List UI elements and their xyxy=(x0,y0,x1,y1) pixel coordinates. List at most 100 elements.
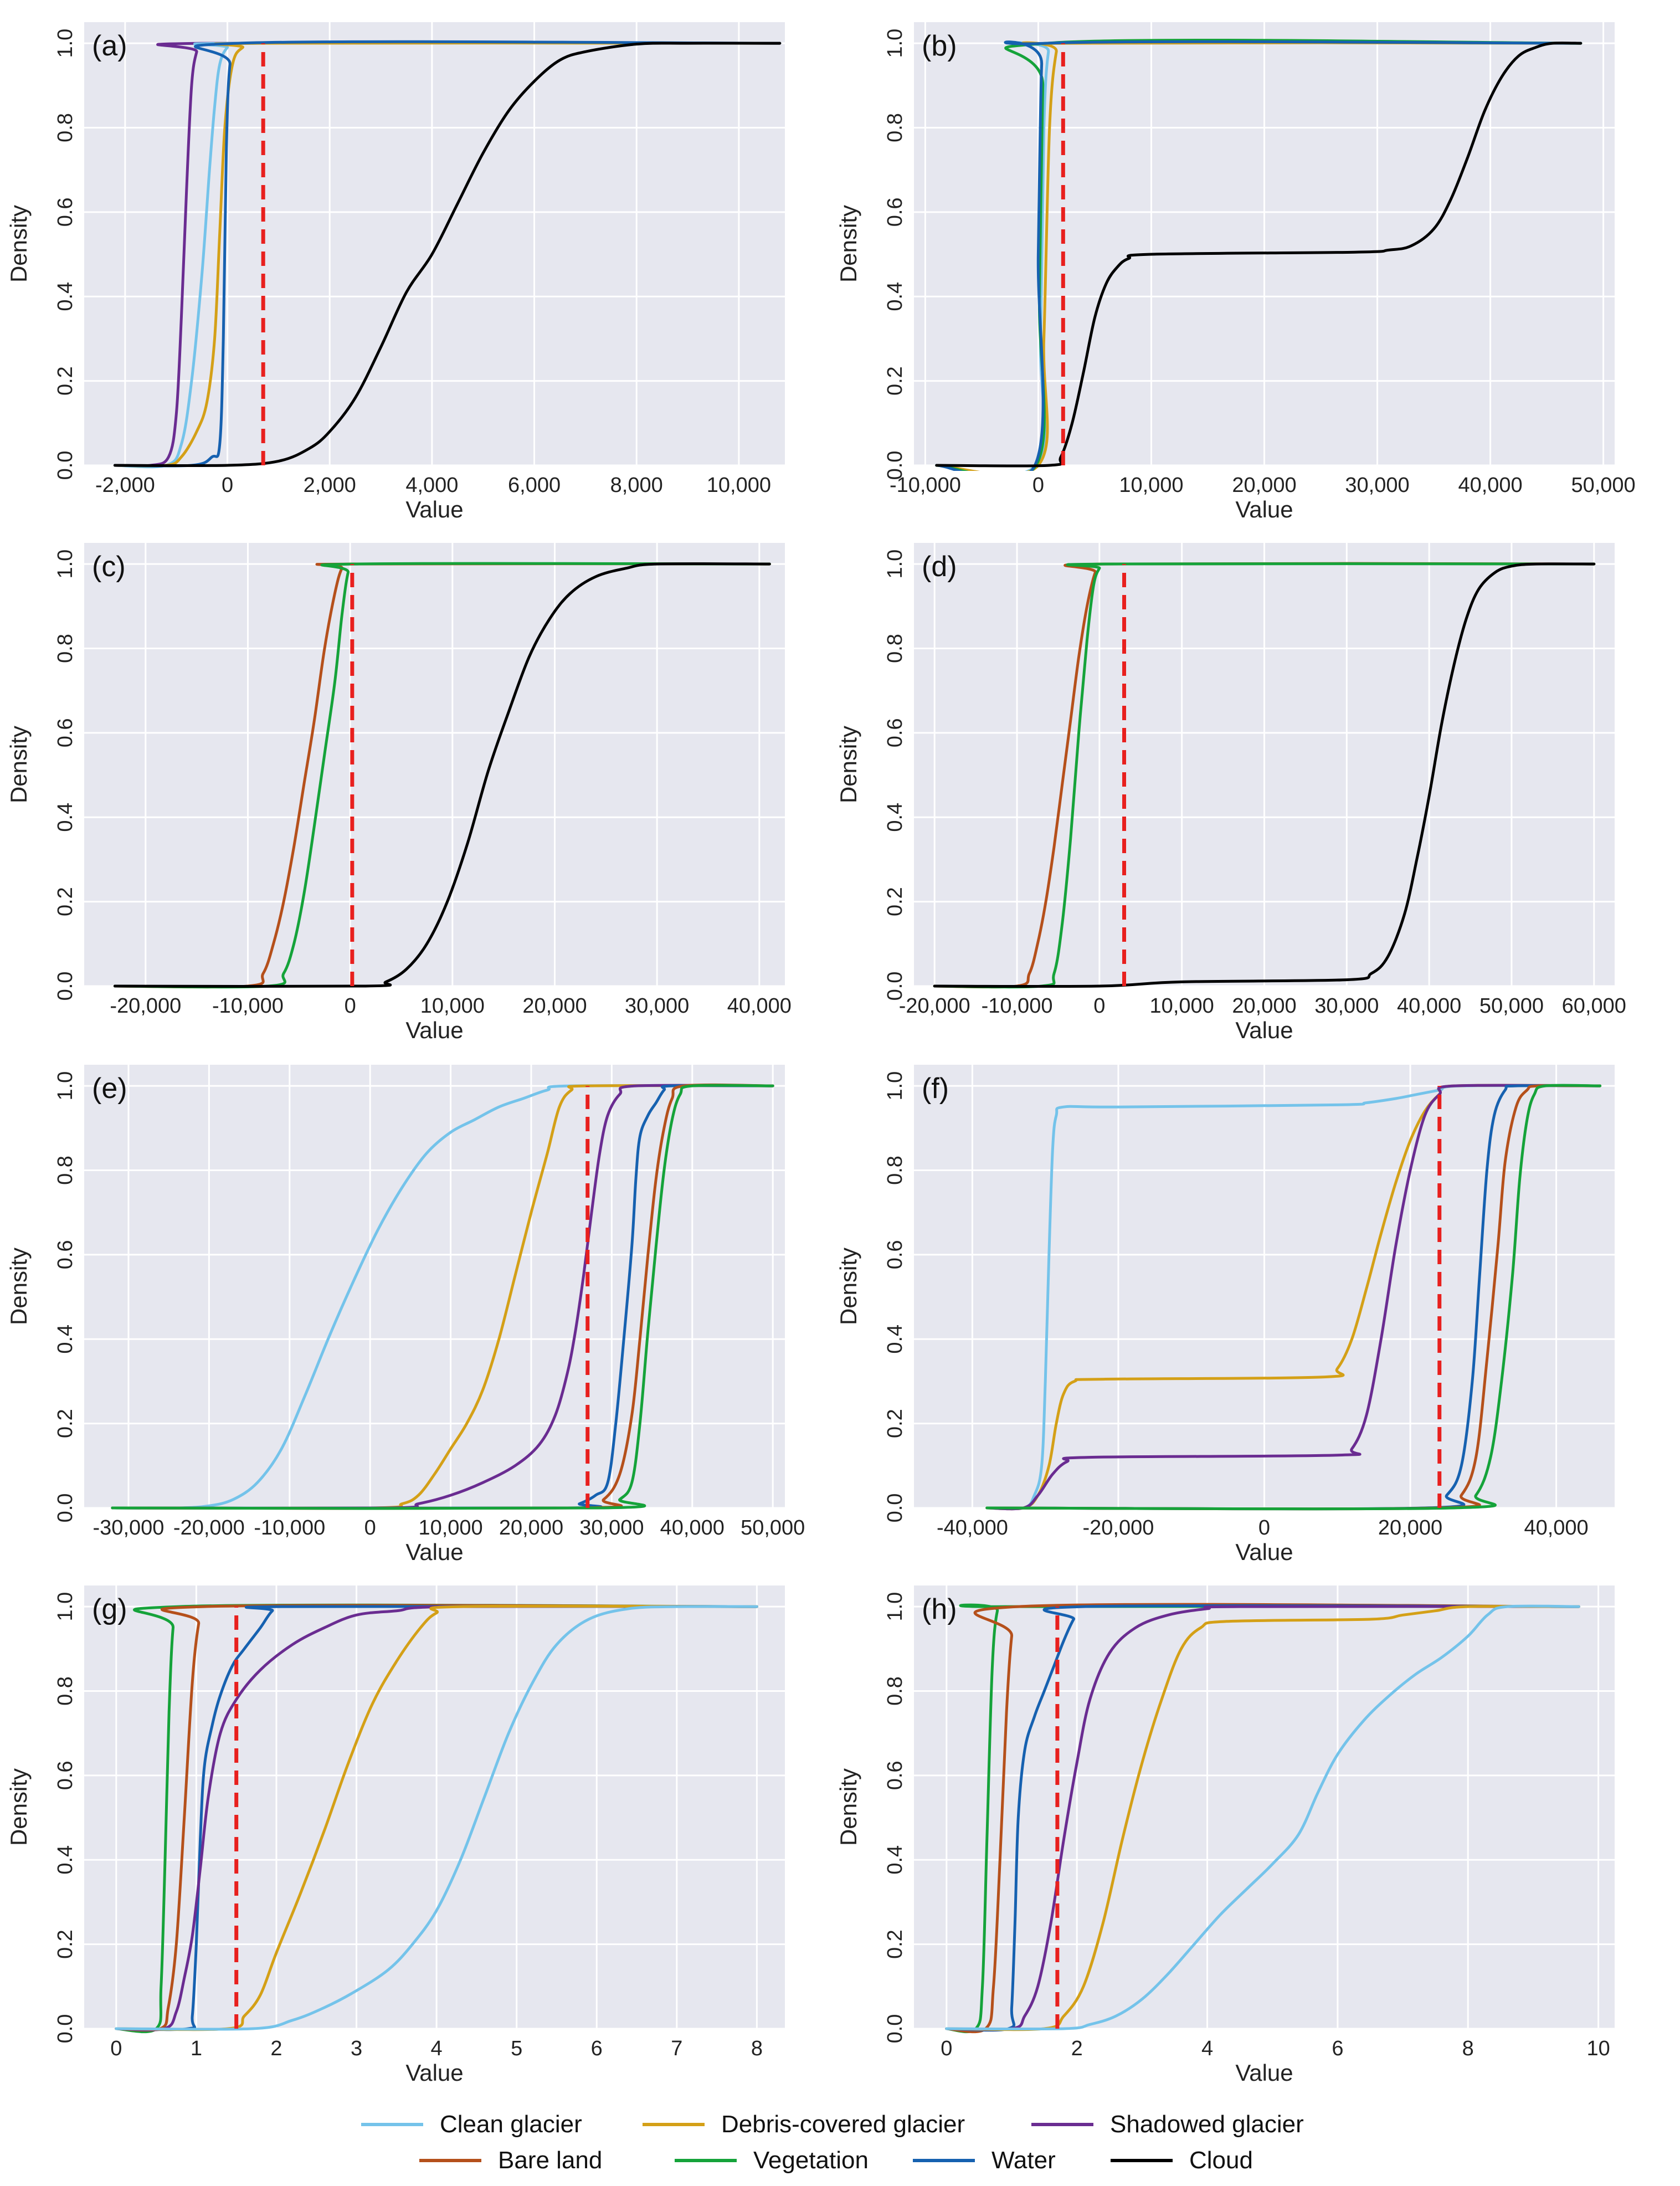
plot-area-a xyxy=(84,22,785,465)
series-line-water xyxy=(115,1605,758,2031)
y-tick-label: 0.4 xyxy=(54,282,77,311)
series-line-water xyxy=(113,40,782,468)
legend-item-clean-glacier: Clean glacier xyxy=(361,2108,582,2141)
legend-label-vegetation: Vegetation xyxy=(753,2147,869,2174)
x-tick-label: 40,000 xyxy=(1397,994,1461,1018)
y-tick-label: 0.6 xyxy=(54,718,77,747)
series-line-debris-covered-glacier xyxy=(115,1604,758,2031)
legend-item-bare-land: Bare land xyxy=(419,2144,602,2177)
panel-c: -20,000 -10,000 0 10,000 20,000 30,000 40,000 0… xyxy=(6,543,792,1043)
x-tick-label: 30,000 xyxy=(625,994,689,1018)
y-tick-label: 0.2 xyxy=(883,1409,907,1438)
panel-e: -30,000 -20,000 -10,000 0 10,000 20,000 30,000… xyxy=(6,1065,805,1565)
x-tick-label: 8,000 xyxy=(610,474,663,497)
panel-label: (a) xyxy=(92,30,127,62)
legend-swatch-debris-covered-glacier xyxy=(643,2123,705,2126)
x-axis-title: Value xyxy=(1235,1539,1293,1565)
series-group xyxy=(111,1083,774,1510)
y-tick-label: 0.2 xyxy=(54,366,77,396)
x-tick-label: 60,000 xyxy=(1562,994,1626,1018)
y-tick-label: 0.6 xyxy=(883,718,907,747)
y-axis-title: Density xyxy=(835,726,861,803)
series-line-clean-glacier xyxy=(985,1084,1602,1511)
legend-label-water: Water xyxy=(991,2147,1056,2174)
y-tick-label: 1.0 xyxy=(883,550,907,579)
x-tick-label: 40,000 xyxy=(660,1516,725,1540)
legend-item-vegetation: Vegetation xyxy=(675,2144,869,2177)
x-tick-label: 50,000 xyxy=(1479,994,1544,1018)
panel-d: -20,000 -10,000 0 10,000 20,000 30,000 40,000 5… xyxy=(835,543,1626,1043)
y-tick-label: 0.4 xyxy=(883,1845,907,1875)
series-group xyxy=(113,40,782,469)
x-tick-label: 6 xyxy=(1332,2037,1343,2060)
x-tick-label: 4 xyxy=(431,2037,443,2060)
x-tick-label: 5 xyxy=(511,2037,522,2060)
y-tick-label: 0.2 xyxy=(883,887,907,916)
y-tick-label: 0.0 xyxy=(54,451,77,480)
y-tick-label: 1.0 xyxy=(883,1592,907,1621)
x-axis-title: Value xyxy=(405,1017,463,1043)
y-tick-label: 0.6 xyxy=(883,1240,907,1269)
x-tick-label: 20,000 xyxy=(499,1516,563,1540)
x-tick-label: -20,000 xyxy=(173,1516,245,1540)
x-tick-label: -10,000 xyxy=(890,474,961,497)
panel-a: -2,000 0 2,000 4,000 6,000 8,000 10,000 0.0 0.2 0… xyxy=(6,22,785,522)
y-tick-label: 1.0 xyxy=(883,29,907,58)
y-tick-label: 0.4 xyxy=(54,1325,77,1354)
x-tick-label: -30,000 xyxy=(93,1516,165,1540)
panel-f: -40,000 -20,000 0 20,000 40,000 0.0 0.2 0.4 0.6 0… xyxy=(835,1065,1615,1565)
x-tick-label: 10 xyxy=(1586,2037,1610,2060)
x-axis-title: Value xyxy=(405,1539,463,1565)
legend-row-1: Clean glacier Debris-covered glacier Sha… xyxy=(0,2108,1680,2141)
x-tick-label: 30,000 xyxy=(1314,994,1379,1018)
legend-item-debris-covered-glacier: Debris-covered glacier xyxy=(643,2108,965,2141)
series-line-clean-glacier xyxy=(945,1604,1580,2031)
y-tick-label: 0.8 xyxy=(54,1156,77,1185)
y-tick-label: 0.2 xyxy=(883,1930,907,1959)
y-tick-label: 0.4 xyxy=(883,803,907,832)
series-line-vegetation xyxy=(113,562,771,989)
series-line-shadowed-glacier xyxy=(111,1084,774,1510)
series-line-vegetation xyxy=(985,1084,1602,1511)
y-tick-label: 0.6 xyxy=(883,197,907,227)
x-tick-label: 40,000 xyxy=(727,994,792,1018)
series-group xyxy=(933,562,1596,989)
x-tick-label: 20,000 xyxy=(1378,1516,1442,1540)
series-line-water xyxy=(935,40,1583,471)
x-tick-label: -10,000 xyxy=(212,994,284,1018)
series-line-cloud xyxy=(935,42,1583,468)
y-axis-title: Density xyxy=(6,205,32,283)
x-tick-label: 0 xyxy=(1093,994,1105,1018)
x-tick-label: 10,000 xyxy=(707,474,771,497)
x-tick-label: 3 xyxy=(351,2037,362,2060)
x-tick-label: 30,000 xyxy=(1345,474,1409,497)
x-tick-label: 30,000 xyxy=(579,1516,644,1540)
x-tick-label: 4 xyxy=(1201,2037,1213,2060)
y-tick-label: 0.2 xyxy=(883,366,907,396)
y-axis-title: Density xyxy=(835,205,861,283)
panel-g: 0 1 2 3 4 5 6 7 8 0.0 0.2 0.4 0.6 0.8 1.0 Value Density (… xyxy=(6,1585,785,2086)
legend-row-2: Bare land Vegetation Water Cloud xyxy=(0,2144,1680,2177)
y-tick-label: 0.4 xyxy=(54,1845,77,1875)
series-line-water xyxy=(945,1604,1580,2032)
y-tick-label: 1.0 xyxy=(54,1592,77,1621)
panel-label: (b) xyxy=(922,30,957,62)
x-tick-label: 10,000 xyxy=(1119,474,1183,497)
x-tick-label: 10,000 xyxy=(1150,994,1214,1018)
series-line-clean-glacier xyxy=(111,1084,774,1510)
x-axis-title: Value xyxy=(1235,496,1293,522)
y-axis-title: Density xyxy=(6,1768,32,1846)
y-tick-label: 0.6 xyxy=(54,197,77,227)
x-tick-label: 0 xyxy=(222,474,233,497)
x-axis-title: Value xyxy=(1235,1017,1293,1043)
x-tick-label: 0 xyxy=(1032,474,1044,497)
series-group xyxy=(935,38,1583,471)
series-group xyxy=(945,1603,1580,2034)
series-line-debris-covered-glacier xyxy=(945,1605,1580,2031)
x-tick-label: 2,000 xyxy=(304,474,356,497)
x-tick-label: -10,000 xyxy=(982,994,1053,1018)
series-line-vegetation xyxy=(933,562,1596,989)
plot-area-e xyxy=(84,1065,785,1508)
x-axis-title: Value xyxy=(405,496,463,522)
x-tick-label: 4,000 xyxy=(405,474,458,497)
